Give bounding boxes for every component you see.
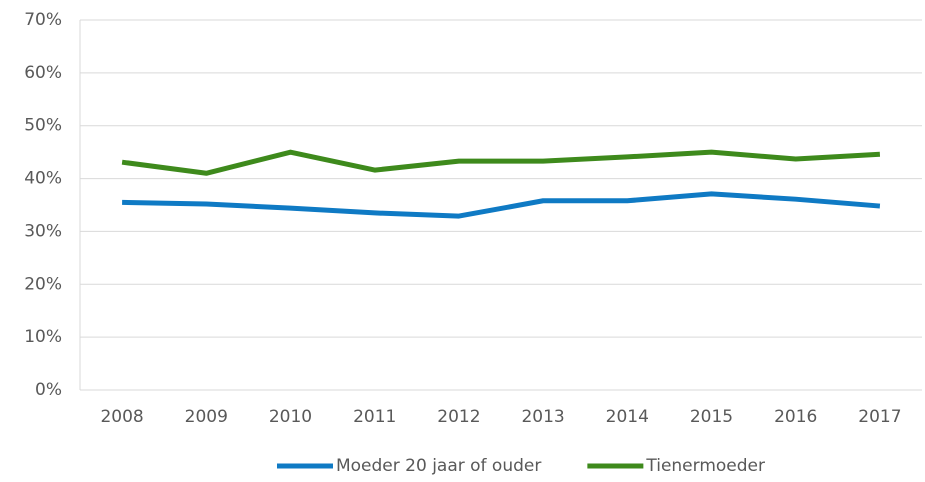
y-tick-label: 40% [24, 169, 62, 189]
x-tick-label: 2010 [269, 407, 312, 427]
x-tick-label: 2014 [606, 407, 649, 427]
x-tick-label: 2009 [185, 407, 228, 427]
line-series [122, 191, 881, 219]
y-tick-label: 30% [24, 221, 62, 241]
x-tick-label: 2008 [100, 407, 143, 427]
y-tick-label: 50% [24, 116, 62, 136]
line-series [121, 149, 881, 176]
x-tick-label: 2015 [690, 407, 733, 427]
y-tick-label: 0% [35, 380, 62, 400]
y-tick-label: 10% [24, 327, 62, 347]
legend-label: Tienermoeder [645, 456, 765, 476]
x-tick-label: 2017 [858, 407, 901, 427]
x-tick-label: 2012 [437, 407, 480, 427]
x-tick-label: 2016 [774, 407, 817, 427]
legend-label: Moeder 20 jaar of ouder [336, 456, 541, 476]
x-tick-label: 2011 [353, 407, 396, 427]
y-tick-label: 70% [24, 10, 62, 30]
y-tick-label: 60% [24, 63, 62, 83]
y-tick-label: 20% [24, 274, 62, 294]
x-tick-label: 2013 [521, 407, 564, 427]
